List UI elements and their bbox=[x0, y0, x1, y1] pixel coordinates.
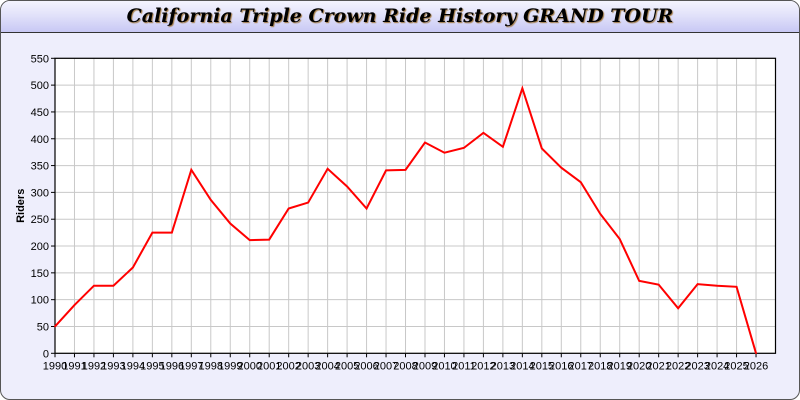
data-point bbox=[579, 181, 582, 183]
x-tick-label: 2026 bbox=[744, 360, 768, 372]
y-tick-label: 100 bbox=[31, 295, 49, 307]
x-tick-label: 1996 bbox=[160, 360, 184, 372]
data-point bbox=[482, 132, 485, 134]
x-tick-label: 2017 bbox=[569, 360, 593, 372]
data-point bbox=[735, 285, 738, 288]
data-point bbox=[248, 239, 251, 241]
data-point bbox=[696, 283, 699, 285]
data-point bbox=[755, 352, 757, 355]
x-tick-label: 2003 bbox=[296, 360, 320, 372]
title-bar: California Triple Crown Ride History GRA… bbox=[1, 1, 799, 33]
data-point bbox=[502, 146, 504, 148]
x-tick-label: 2007 bbox=[374, 360, 398, 372]
data-point bbox=[93, 284, 95, 287]
x-tick-label: 2001 bbox=[257, 360, 281, 372]
x-tick-label: 2012 bbox=[471, 360, 495, 372]
x-tick-label: 2024 bbox=[705, 360, 729, 372]
x-tick-label: 2002 bbox=[276, 360, 300, 372]
data-point bbox=[638, 280, 640, 282]
data-point bbox=[618, 238, 621, 240]
data-point bbox=[404, 169, 407, 171]
y-tick-label: 250 bbox=[31, 214, 49, 226]
data-point bbox=[521, 87, 524, 90]
x-tick-label: 2004 bbox=[315, 360, 339, 372]
x-tick-label: 2015 bbox=[530, 360, 554, 372]
chart-title: California Triple Crown Ride History GRA… bbox=[126, 5, 674, 27]
x-tick-label: 1997 bbox=[179, 360, 203, 372]
x-tick-label: 2006 bbox=[354, 360, 378, 372]
x-tick-label: 2020 bbox=[627, 360, 651, 372]
x-tick-label: 2025 bbox=[724, 360, 748, 372]
y-tick-label: 150 bbox=[31, 268, 49, 280]
data-point bbox=[346, 185, 348, 188]
data-point bbox=[229, 222, 232, 225]
x-tick-label: 1992 bbox=[82, 360, 106, 372]
x-tick-label: 2022 bbox=[666, 360, 690, 372]
data-point bbox=[268, 238, 271, 241]
y-axis-label: Riders bbox=[15, 189, 27, 223]
x-tick-label: 2019 bbox=[607, 360, 631, 372]
x-tick-label: 1991 bbox=[62, 360, 86, 372]
y-tick-label: 550 bbox=[31, 53, 49, 65]
x-tick-label: 2021 bbox=[646, 360, 670, 372]
data-point bbox=[132, 266, 134, 269]
x-tick-label: 1993 bbox=[101, 360, 125, 372]
x-tick-label: 2011 bbox=[452, 360, 476, 372]
y-tick-label: 300 bbox=[31, 187, 49, 199]
data-point bbox=[560, 166, 563, 169]
y-tick-label: 200 bbox=[31, 241, 49, 253]
data-point bbox=[599, 213, 602, 215]
plot-area bbox=[55, 58, 776, 354]
x-tick-label: 2000 bbox=[237, 360, 261, 372]
data-point bbox=[190, 169, 193, 171]
data-point bbox=[307, 201, 309, 204]
y-tick-label: 450 bbox=[31, 107, 49, 119]
data-point bbox=[209, 199, 212, 201]
y-tick-label: 0 bbox=[43, 348, 49, 360]
x-tick-label: 2010 bbox=[432, 360, 456, 372]
y-tick-label: 500 bbox=[31, 80, 49, 92]
x-tick-label: 1999 bbox=[218, 360, 242, 372]
x-tick-label: 2005 bbox=[335, 360, 359, 372]
y-tick-label: 50 bbox=[37, 321, 49, 333]
data-point bbox=[54, 325, 56, 328]
x-tick-label: 2013 bbox=[491, 360, 515, 372]
data-point bbox=[151, 231, 154, 234]
data-point bbox=[73, 304, 76, 306]
x-tick-label: 2016 bbox=[549, 360, 573, 372]
x-tick-label: 2023 bbox=[685, 360, 709, 372]
data-point bbox=[716, 284, 718, 287]
data-point bbox=[112, 284, 115, 287]
data-point bbox=[463, 147, 465, 149]
data-point bbox=[385, 169, 387, 172]
x-tick-label: 2018 bbox=[588, 360, 612, 372]
x-tick-label: 1995 bbox=[140, 360, 164, 372]
data-point bbox=[365, 207, 368, 210]
data-point bbox=[287, 207, 290, 210]
x-tick-label: 2008 bbox=[393, 360, 417, 372]
plot-border bbox=[54, 57, 777, 354]
x-tick-label: 2014 bbox=[510, 360, 534, 372]
x-tick-label: 1998 bbox=[199, 360, 223, 372]
x-tick-label: 2009 bbox=[413, 360, 437, 372]
data-point bbox=[677, 307, 679, 310]
data-point bbox=[541, 147, 543, 150]
y-tick-label: 400 bbox=[31, 134, 49, 146]
data-point bbox=[657, 283, 660, 286]
x-tick-label: 1990 bbox=[43, 360, 67, 372]
data-point bbox=[326, 167, 329, 170]
data-point bbox=[443, 151, 446, 154]
y-tick-label: 350 bbox=[31, 161, 49, 173]
data-point bbox=[171, 231, 173, 234]
x-tick-label: 1994 bbox=[121, 360, 145, 372]
data-point bbox=[424, 141, 426, 144]
